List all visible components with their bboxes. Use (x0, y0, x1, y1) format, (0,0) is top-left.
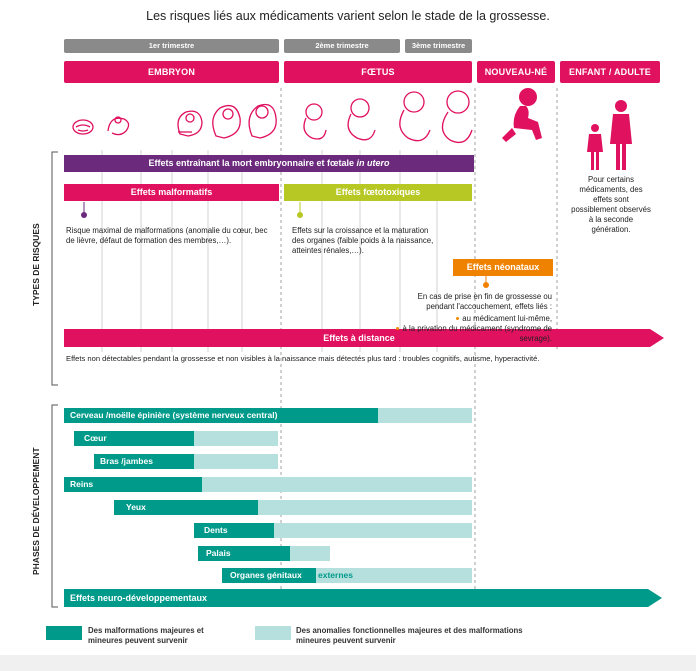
distance-arrow (64, 329, 664, 347)
bar-malformatifs: Effets malformatifs (64, 184, 279, 201)
neonataux-bullet-2: à la privation du médicament (syndrome d… (394, 324, 552, 344)
foetus-icon-1 (303, 103, 327, 140)
bar-foetotoxiques: Effets fœtotoxiques (284, 184, 472, 201)
bullet-icon (396, 327, 400, 331)
trimester-3: 3ème trimestre (405, 39, 472, 53)
dev-light-yeux (258, 500, 472, 515)
foetotoxiques-desc: Effets sur la croissance et la maturatio… (292, 226, 434, 255)
embryo-icon-5 (248, 103, 277, 139)
dev-bar-dents: Dents (194, 523, 274, 538)
risk-section-label: TYPES DE RISQUES (31, 223, 41, 306)
dev-light-coeur (194, 431, 278, 446)
dev-section-label: PHASES DE DÉVELOPPEMENT (31, 447, 41, 575)
malformatifs-desc: Risque maximal de malformations (anomali… (66, 226, 268, 245)
bullet-icon (456, 317, 460, 321)
legend-dark-swatch (46, 626, 82, 640)
neuro-label: Effets neuro-développementaux (70, 593, 208, 603)
trimester-1: 1er trimestre (64, 39, 279, 53)
dev-bar-reins: Reins (64, 477, 202, 492)
baby-icon (502, 88, 542, 142)
legend-dark-text: Des malformations majeures et mineures p… (88, 626, 204, 645)
embryo-icon-1 (72, 119, 94, 135)
bar-mort-italic: in utero (356, 158, 390, 168)
neuro-arrow (64, 589, 662, 607)
dev-light-organes (316, 568, 472, 583)
foetus-icon-2 (347, 98, 376, 141)
dev-bar-yeux: Yeux (114, 500, 258, 515)
embryo-icon-3 (177, 110, 203, 137)
bar-neonataux: Effets néonataux (453, 259, 553, 276)
dev-bar-cerveau: Cerveau /moëlle épinière (système nerveu… (64, 408, 378, 423)
dev-light-reins (202, 477, 472, 492)
neonataux-bullet-2-text: à la privation du médicament (syndrome d… (402, 324, 552, 343)
dev-bar-bras: Bras /jambes (94, 454, 194, 469)
neonataux-bullet-1-text: au médicament lui-même, (462, 314, 552, 323)
dev-light-palais (290, 546, 330, 561)
stage-foetus: FŒTUS (284, 61, 472, 83)
dev-light-dents (274, 523, 472, 538)
section-brackets (51, 151, 58, 608)
stage-embryon: EMBRYON (64, 61, 279, 83)
dev-bar-palais: Palais (198, 546, 290, 561)
foetus-icons (303, 90, 473, 144)
distance-label: Effets à distance (323, 333, 395, 343)
legend-light-text: Des anomalies fonctionnelles majeures et… (296, 626, 523, 645)
trimester-2: 2ème trimestre (284, 39, 400, 53)
bar-mort-label: Effets entraînant la mort embryonnaire e… (148, 158, 357, 168)
second-gen-desc: Pour certains médicaments, des effets so… (571, 175, 651, 234)
dev-light-bras (194, 454, 278, 469)
dev-bar-organes: Organes génitaux (222, 568, 316, 583)
bar-mort: Effets entraînant la mort embryonnaire e… (64, 155, 474, 172)
footer-band (0, 655, 696, 671)
embryo-icons (72, 103, 277, 139)
embryo-icon-4 (212, 104, 241, 139)
week-grid (101, 150, 438, 352)
neonataux-bullet-1: au médicament lui-même, (394, 314, 552, 324)
legend-light-swatch (255, 626, 291, 640)
dev-bar-coeur: Cœur (74, 431, 194, 446)
stage-enfant-adulte: ENFANT / ADULTE (560, 61, 660, 83)
neonataux-desc-text: En cas de prise en fin de grossesse ou p… (417, 292, 552, 311)
embryo-icon-2 (107, 116, 130, 136)
neonataux-desc: En cas de prise en fin de grossesse ou p… (394, 292, 552, 344)
distance-desc: Effets non détectables pendant la grosse… (66, 354, 540, 363)
dev-organes-suffix: externes (318, 570, 353, 580)
foetus-icon-3 (399, 91, 431, 142)
diagram-title: Les risques liés aux médicaments varient… (146, 9, 550, 23)
foetus-icon-4 (441, 90, 473, 144)
dev-light-cerveau (378, 408, 472, 423)
family-icon (587, 100, 632, 170)
stage-nouveau-ne: NOUVEAU-NÉ (477, 61, 555, 83)
